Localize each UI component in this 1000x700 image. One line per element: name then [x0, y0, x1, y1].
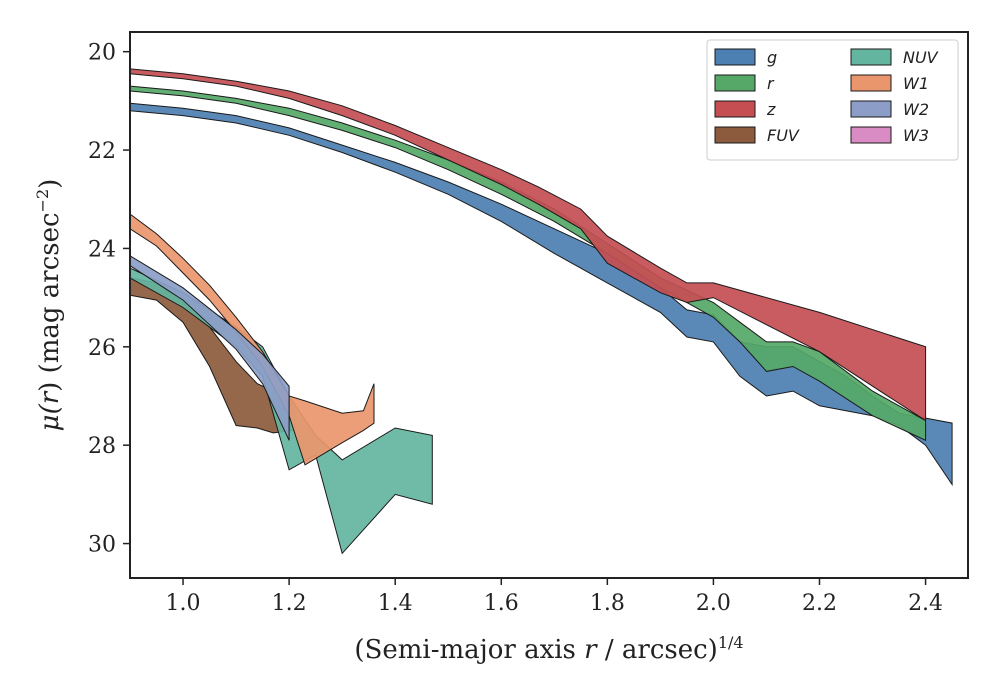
- legend-swatch-w1: [850, 74, 892, 92]
- x-tick-label: 2.4: [908, 591, 943, 616]
- series-band-w1: [130, 213, 375, 466]
- series-band-z: [130, 68, 927, 422]
- x-tick-label: 1.8: [590, 591, 625, 616]
- y-axis-title-sup: −2: [33, 189, 52, 213]
- y-tick-label: 22: [88, 139, 116, 164]
- legend-swatch-r: [714, 74, 756, 92]
- legend-label-g: g: [767, 48, 777, 67]
- y-axis-title-mid: ) (mag arcsec: [35, 212, 65, 391]
- y-tick-label: 24: [88, 237, 116, 262]
- x-tick-label: 2.2: [802, 591, 837, 616]
- legend-label-r: r: [767, 74, 775, 93]
- legend-label-w1: W1: [903, 74, 929, 93]
- x-tick-label: 1.6: [484, 591, 519, 616]
- x-tick-label: 1.2: [272, 591, 307, 616]
- y-tick-label: 26: [88, 336, 116, 361]
- series-layer: [130, 68, 953, 555]
- plot-frame: [129, 31, 969, 579]
- legend-swatch-w2: [850, 100, 892, 118]
- x-tick-label: 1.0: [166, 591, 201, 616]
- legend-label-fuv: FUV: [767, 126, 800, 145]
- x-axis-title-post: / arcsec): [597, 635, 718, 665]
- legend-swatch-nuv: [850, 48, 892, 66]
- legend-swatch-fuv: [714, 126, 756, 144]
- ticks-layer: 1.0 1.2 1.4 1.6 1.8 2.0 2.2 2.4 20 22 24 26 28 30: [88, 41, 943, 616]
- x-tick-label: 2.0: [696, 591, 731, 616]
- y-axis-title-mu: μ(: [35, 403, 65, 431]
- y-axis-title-var: r: [35, 390, 65, 404]
- x-tick-label: 1.4: [378, 591, 413, 616]
- x-axis-title-sup: 1/4: [718, 633, 744, 652]
- legend-label-nuv: NUV: [903, 48, 939, 67]
- x-axis-title: (Semi-major axis r / arcsec)1/4: [354, 633, 743, 665]
- legend-swatch-g: [714, 48, 756, 66]
- legend-swatch-z: [714, 100, 756, 118]
- legend-label-z: z: [766, 100, 776, 119]
- x-axis-title-var: r: [584, 635, 598, 665]
- legend-label-w2: W2: [903, 100, 929, 119]
- legend-label-w3: W3: [903, 126, 929, 145]
- series-band-g: [130, 102, 953, 487]
- legend-swatch-w3: [850, 126, 892, 144]
- y-axis-title: μ(r) (mag arcsec−2): [33, 179, 65, 432]
- legend-box: [706, 39, 959, 161]
- y-axis-title-post: ): [35, 179, 65, 189]
- x-axis-title-pre: (Semi-major axis: [354, 635, 584, 665]
- y-tick-label: 30: [88, 533, 116, 558]
- y-tick-label: 28: [88, 434, 116, 459]
- legend: grz FUV NUV W1 W2 W3: [706, 39, 959, 161]
- series-band-w2: [130, 255, 290, 441]
- y-tick-label: 20: [88, 41, 116, 66]
